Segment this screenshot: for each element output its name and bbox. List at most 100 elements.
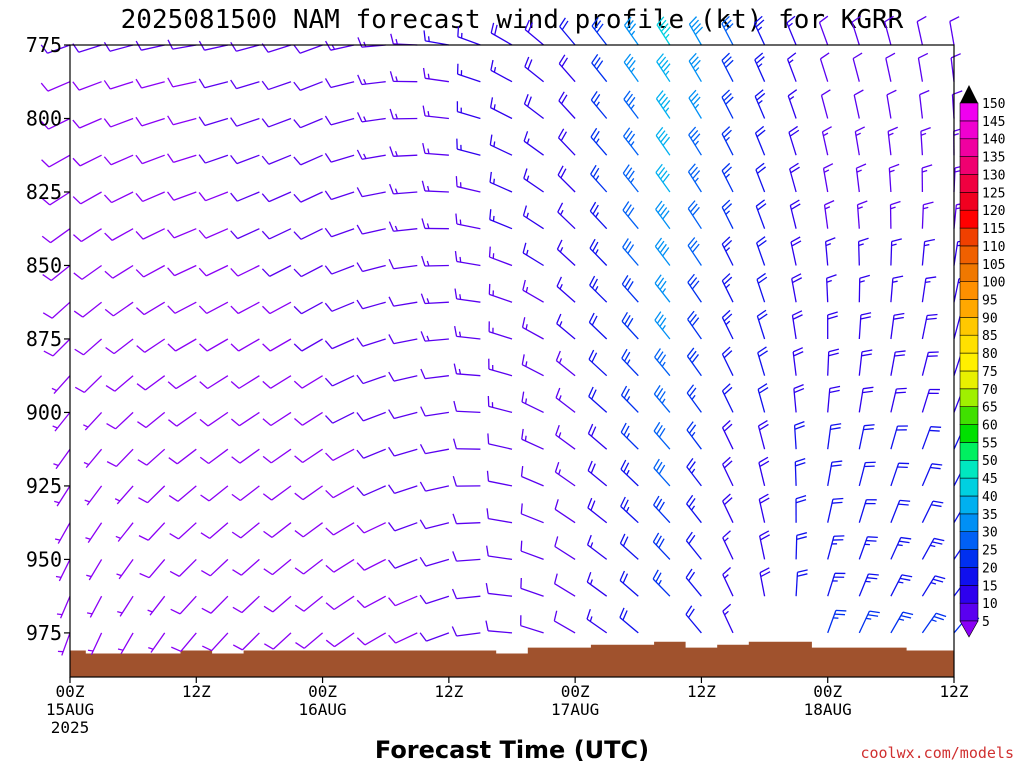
wind-barb [325,522,355,536]
wind-barb [261,191,292,203]
colorbar-label: 25 [982,544,998,559]
wind-barb [755,162,767,193]
wind-barb [916,15,927,46]
wind-barb [820,89,831,119]
wind-barb [921,351,939,376]
wind-barb [198,228,229,239]
wind-barb [421,218,449,230]
wind-barb [40,81,71,92]
wind-barb [419,594,450,605]
wind-barb [589,275,608,303]
colorbar-label: 75 [982,365,998,380]
wind-barb [553,573,576,597]
wind-barb [202,632,229,652]
wind-barb [921,575,946,597]
wind-barb [486,470,513,487]
wind-barb [356,224,386,235]
wind-barb [619,607,639,634]
wind-barb [556,313,576,340]
wind-barb [653,458,671,487]
wind-barb [758,493,770,523]
wind-barb [232,632,260,651]
wind-barb [555,350,576,377]
wind-barb [456,138,481,156]
wind-barb [858,349,873,376]
wind-barb [921,612,947,634]
wind-barb [721,273,734,303]
x-year-label: 2025 [51,718,90,737]
wind-barb [230,154,260,165]
wind-barb [795,495,807,523]
colorbar-label: 120 [982,204,1005,219]
wind-barb [827,460,843,487]
colorbar-label: 140 [982,133,1005,148]
wind-barb [73,228,102,243]
wind-barb [293,117,323,129]
wind-barb [824,237,836,266]
wind-barb [655,90,671,119]
wind-barb [198,40,229,51]
wind-barb [486,545,513,561]
wind-barb [819,52,830,82]
chart-title: 2025081500 NAM forecast wind profile (kt… [121,5,904,35]
wind-barb [589,238,608,266]
wind-barb [488,246,513,267]
wind-barb [826,274,837,303]
wind-barb [620,459,639,487]
colorbar-label: 105 [982,258,1005,273]
wind-barb [293,228,323,240]
wind-barb [72,154,102,167]
wind-barb [231,448,260,464]
wind-barb [623,53,639,83]
wind-barb [588,312,608,340]
wind-barb [685,568,702,597]
colorbar-swatch [959,102,979,122]
wind-barb [554,499,576,524]
plot-frame [69,44,955,678]
wind-barb [135,264,166,278]
wind-barb [487,433,513,450]
wind-barb [823,200,835,229]
wind-barb [950,53,961,82]
wind-barb [169,522,197,540]
wind-barb [139,558,166,579]
wind-barb [54,522,71,544]
wind-barb [794,457,806,486]
wind-barb [758,456,770,487]
wind-barb [855,163,867,193]
colorbar-swatch [959,531,979,550]
wind-barb [294,485,323,501]
wind-barb [262,448,292,464]
wind-barb [356,632,387,646]
wind-barb [857,237,869,266]
wind-barb [167,115,197,126]
wind-barb [756,272,768,303]
wind-barb [520,540,544,561]
wind-barb [759,567,771,597]
wind-barb [388,446,418,457]
wind-barb [522,205,544,230]
wind-barb [827,572,846,597]
wind-barbs [40,15,980,656]
wind-barb [200,485,229,502]
colorbar-label: 130 [982,168,1005,183]
wind-barb [688,52,702,83]
wind-barb [886,89,897,119]
wind-barb [790,236,802,266]
wind-barb [262,338,292,352]
wind-barb [388,221,418,232]
wind-barb [230,79,260,90]
wind-barb [890,238,902,266]
wind-barb [556,276,576,303]
wind-barb [231,485,260,502]
wind-barb [201,558,229,577]
wind-barb [199,448,229,465]
wind-barb [230,191,260,202]
credit-link[interactable]: coolwx.com/models [860,744,1014,762]
wind-barb [520,466,544,487]
wind-barb [921,313,938,340]
wind-barb [586,534,608,560]
wind-barb [106,448,134,468]
wind-barb [827,609,847,634]
wind-barb [789,162,800,193]
